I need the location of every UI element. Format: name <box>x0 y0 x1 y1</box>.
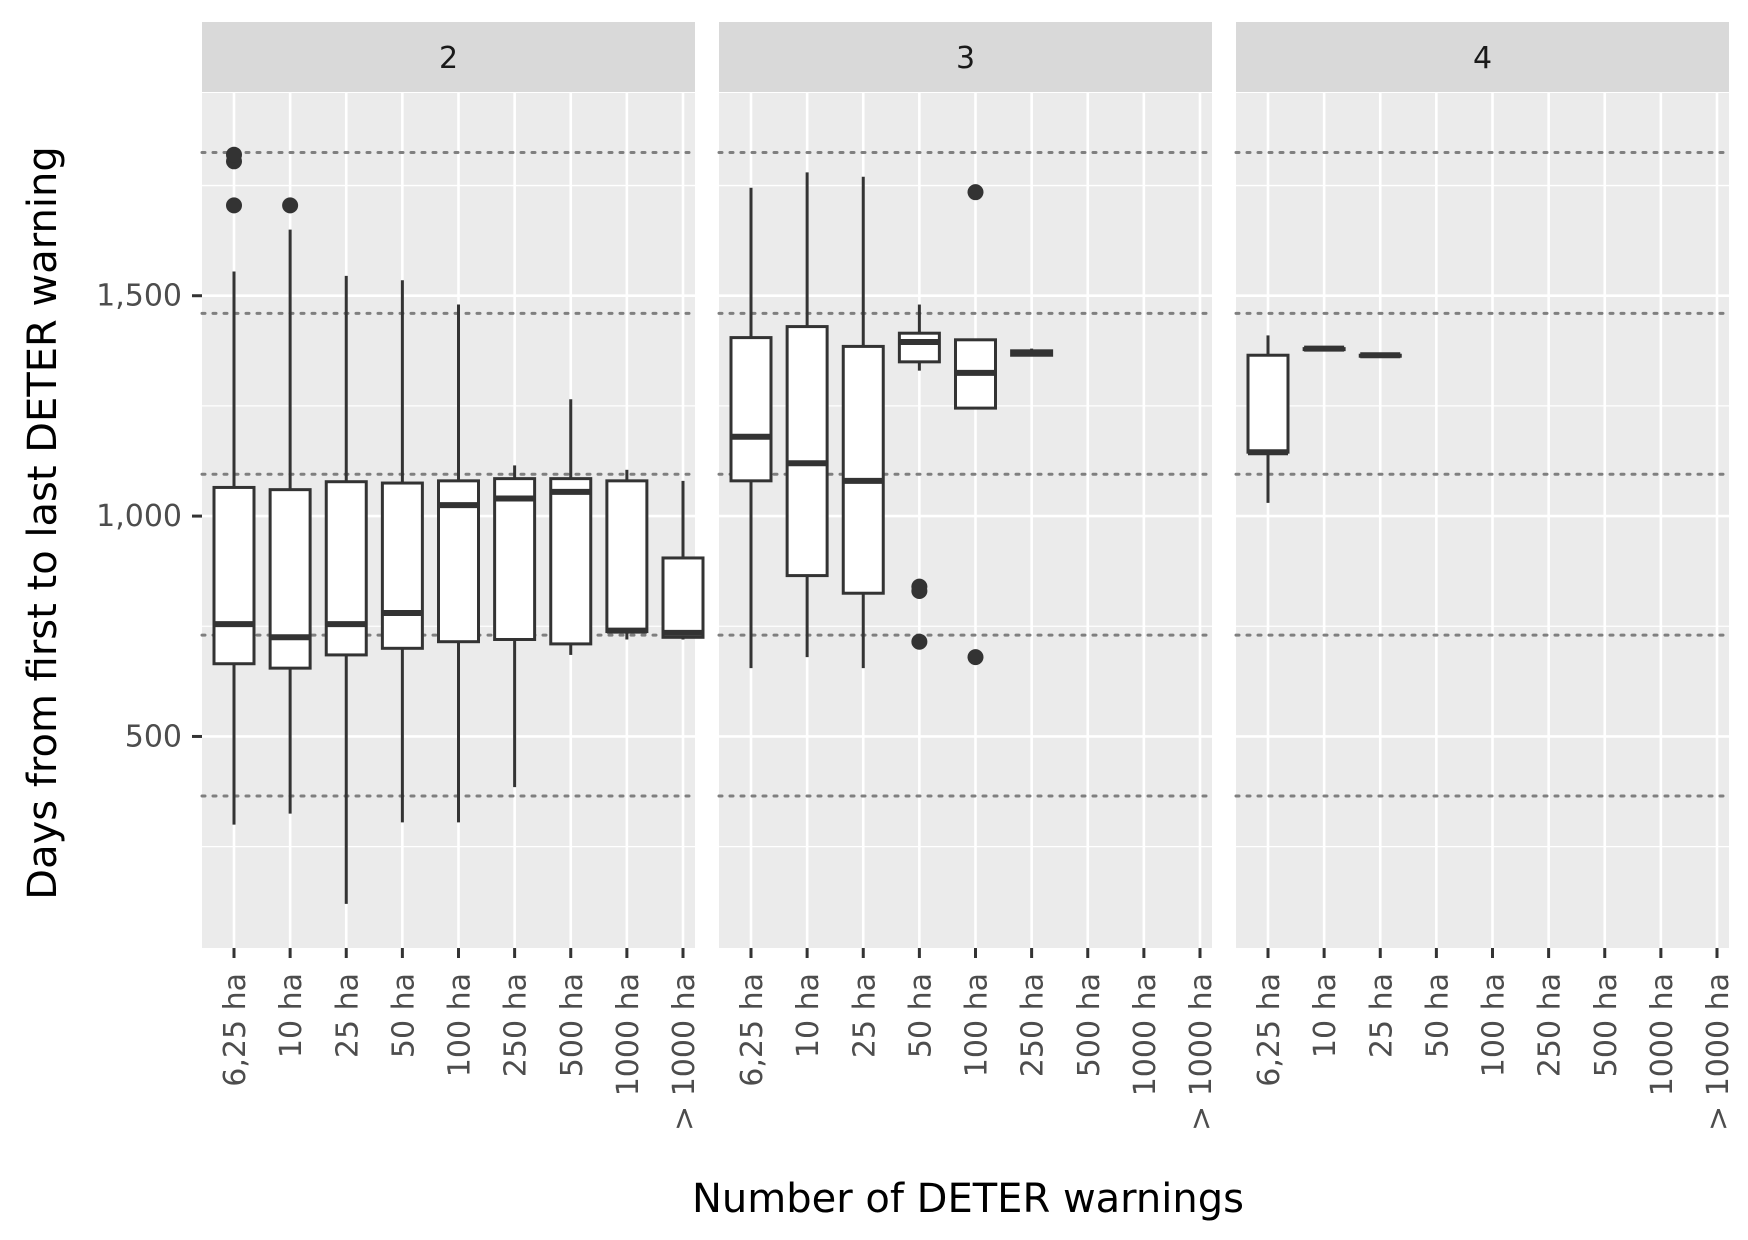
outlier-point <box>967 184 984 201</box>
panel-background <box>1236 93 1729 948</box>
x-tick-label: 6,25 ha <box>1252 973 1287 1087</box>
x-tick-label: 6,25 ha <box>735 973 770 1087</box>
box-100-ha <box>437 304 480 823</box>
box-iqr <box>841 344 885 595</box>
facet-strip <box>719 22 1212 92</box>
x-tick-label: > 1000 ha <box>667 973 702 1131</box>
outlier-point <box>911 633 928 650</box>
x-tick-label: 25 ha <box>847 973 882 1058</box>
panel-2: 2 6,25 ha 10 ha 25 ha 50 ha 100 ha 250 ha 500 h… <box>200 22 705 1131</box>
x-tick-label: 100 ha <box>1477 973 1512 1077</box>
box-iqr <box>324 480 368 657</box>
x-tick-label: 25 ha <box>330 973 365 1058</box>
outlier-point <box>282 197 299 214</box>
box-iqr <box>661 556 705 639</box>
box-100-ha <box>954 184 997 666</box>
facet-strip-label: 4 <box>1473 41 1492 76</box>
box-iqr <box>785 325 829 578</box>
box-iqr <box>897 331 941 364</box>
facet-strip <box>1236 22 1729 92</box>
x-tick-label: 100 ha <box>960 973 995 1077</box>
box-10-ha <box>268 197 312 814</box>
x-axis-title: Number of DETER warnings <box>692 1176 1244 1222</box>
box-iqr <box>549 477 593 646</box>
box-250-ha <box>1010 348 1054 357</box>
box-iqr <box>268 488 312 670</box>
x-tick-label: 500 ha <box>555 973 590 1077</box>
y-tick-label: 500 <box>125 719 182 754</box>
box-250-ha <box>493 465 537 788</box>
y-tick-label: 1,000 <box>96 499 182 534</box>
x-tick-label: > 1000 ha <box>1701 973 1736 1131</box>
x-tick-label: 1000 ha <box>1128 973 1163 1096</box>
x-tick-label: 10 ha <box>274 973 309 1058</box>
box-25-ha <box>1358 352 1402 359</box>
x-tick-label: 250 ha <box>499 973 534 1077</box>
box-50-ha <box>380 280 424 823</box>
panels-layer: 2 6,25 ha 10 ha 25 ha 50 ha 100 ha 250 ha 500 h… <box>200 22 1736 1131</box>
box-iqr <box>493 477 537 641</box>
box-10-ha <box>1302 345 1346 352</box>
panel-3: 3 6,25 ha 10 ha 25 ha 50 ha 100 ha 250 ha 500 h… <box>717 22 1219 1131</box>
box-10-ha <box>785 172 829 658</box>
x-tick-label: 50 ha <box>903 973 938 1058</box>
x-tick-label: 1000 ha <box>1645 973 1680 1096</box>
box-6-25-ha <box>1246 335 1290 503</box>
box-iqr <box>212 485 256 666</box>
outlier-point <box>911 578 928 595</box>
facet-strip-label: 2 <box>439 41 458 76</box>
x-tick-label: 250 ha <box>1533 973 1568 1077</box>
x-tick-label: 1000 ha <box>611 973 646 1096</box>
box-500-ha <box>549 399 593 655</box>
x-tick-label: 10 ha <box>791 973 826 1058</box>
box-6-25-ha <box>212 146 256 825</box>
facet-strip-label: 3 <box>956 41 975 76</box>
y-tick-label: 1,500 <box>96 279 182 314</box>
x-tick-label: 250 ha <box>1016 973 1051 1077</box>
x-tick-label: > 1000 ha <box>1184 973 1219 1131</box>
box-iqr <box>380 481 424 650</box>
x-tick-label: 50 ha <box>386 973 421 1058</box>
box-25-ha <box>841 176 885 669</box>
x-tick-label: 25 ha <box>1364 973 1399 1058</box>
x-tick-label: 6,25 ha <box>218 973 253 1087</box>
box-1000-ha <box>661 480 705 640</box>
box-iqr <box>605 479 649 634</box>
y-axis-title: Days from first to last DETER warning <box>20 146 66 899</box>
x-tick-label: 10 ha <box>1308 973 1343 1058</box>
box-1000-ha <box>605 469 649 640</box>
x-tick-label: 100 ha <box>443 973 478 1077</box>
outlier-point <box>226 197 242 214</box>
panel-4: 4 6,25 ha 10 ha 25 ha 50 ha 100 ha 250 ha 500 h… <box>1234 22 1736 1131</box>
x-tick-label: 50 ha <box>1420 973 1455 1058</box>
box-50-ha <box>897 304 941 650</box>
box-6-25-ha <box>729 187 773 669</box>
x-tick-label: 500 ha <box>1072 973 1107 1077</box>
outlier-point <box>226 146 242 163</box>
y-axis: 500 1,000 1,500 <box>96 279 202 754</box>
box-iqr <box>1246 353 1290 454</box>
facet-strip <box>202 22 695 92</box>
x-tick-label: 500 ha <box>1589 973 1624 1077</box>
outlier-point <box>967 649 984 666</box>
box-25-ha <box>324 275 368 904</box>
box-iqr <box>729 336 773 483</box>
